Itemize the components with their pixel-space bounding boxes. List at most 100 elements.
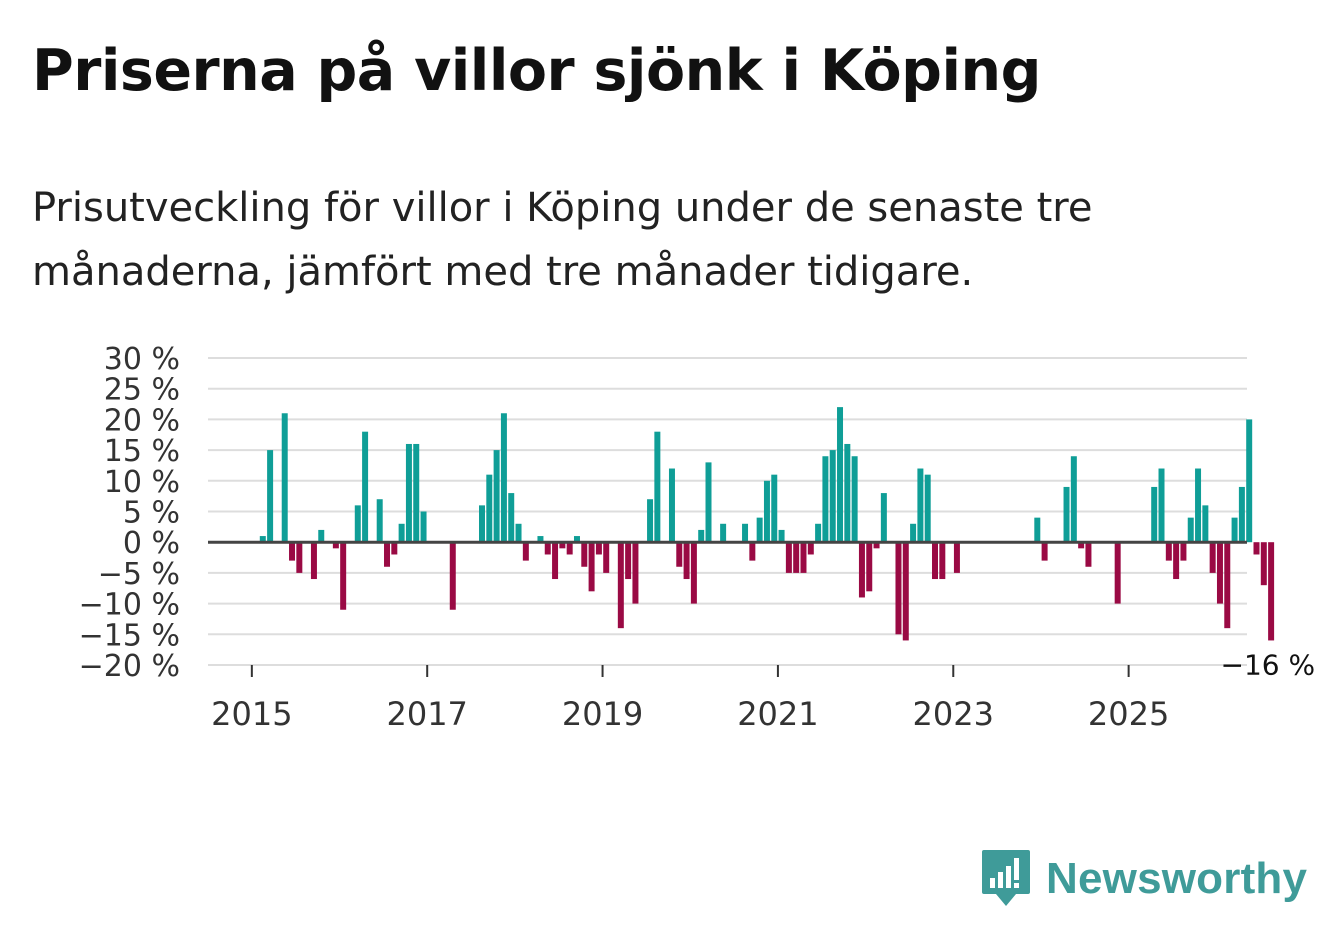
- bar: [683, 542, 690, 580]
- x-tick-label: 2023: [913, 695, 994, 733]
- bar: [617, 542, 624, 629]
- bar: [829, 450, 836, 543]
- x-axis-ticks: 2015 2017 2019 2021 2023 2025: [211, 665, 1169, 733]
- bar: [1224, 542, 1231, 629]
- bar: [405, 443, 412, 543]
- y-tick-label: 25 %: [104, 373, 180, 408]
- bar: [793, 542, 800, 573]
- bar: [800, 542, 807, 573]
- bar: [705, 462, 712, 543]
- bar: [924, 474, 931, 543]
- bar: [851, 456, 858, 543]
- bar: [690, 542, 697, 604]
- y-tick-label: 10 %: [104, 465, 180, 500]
- price-change-bar-chart: 30 %25 %20 %15 %10 %5 %0 %−5 %−10 %−15 %…: [79, 342, 1316, 733]
- bar: [1070, 456, 1077, 543]
- bar: [552, 542, 559, 580]
- y-tick-label: −15 %: [79, 618, 180, 653]
- bar: [1158, 468, 1165, 543]
- bar: [763, 480, 770, 543]
- bar: [259, 536, 266, 543]
- bar: [1268, 542, 1275, 641]
- bar: [1246, 419, 1253, 543]
- bar: [873, 542, 880, 549]
- bar: [420, 511, 427, 543]
- bar: [902, 542, 909, 641]
- x-tick-label: 2017: [386, 695, 467, 733]
- bars: [259, 407, 1275, 641]
- bar: [515, 523, 522, 543]
- bar: [384, 542, 391, 567]
- bar: [815, 523, 822, 543]
- bar: [1231, 517, 1238, 543]
- bar: [880, 493, 887, 543]
- bar: [310, 542, 317, 580]
- bar: [953, 542, 960, 573]
- bar: [1195, 468, 1202, 543]
- bar: [844, 443, 851, 543]
- newsworthy-brand: Newsworthy: [980, 848, 1307, 910]
- bar: [647, 499, 654, 543]
- y-tick-label: 5 %: [123, 496, 180, 531]
- last-value-annotation: −16 %: [1221, 648, 1316, 681]
- x-tick-label: 2021: [737, 695, 818, 733]
- bar: [668, 468, 675, 543]
- bar: [603, 542, 610, 573]
- bar: [588, 542, 595, 592]
- bar: [1238, 486, 1245, 543]
- bar: [391, 542, 398, 555]
- bar: [742, 523, 749, 543]
- bar: [1078, 542, 1085, 549]
- bar: [500, 413, 507, 543]
- y-tick-label: 20 %: [104, 403, 180, 438]
- bar: [1173, 542, 1180, 580]
- newsworthy-logo-icon: [982, 850, 1030, 906]
- bar: [917, 468, 924, 543]
- bar: [376, 499, 383, 543]
- bar: [1085, 542, 1092, 567]
- bar: [296, 542, 303, 573]
- bar: [625, 542, 632, 580]
- bar: [267, 450, 274, 543]
- bar: [595, 542, 602, 555]
- bar: [654, 431, 661, 543]
- bar: [785, 542, 792, 573]
- bar: [522, 542, 529, 561]
- bar: [807, 542, 814, 555]
- y-tick-label: 0 %: [123, 526, 180, 561]
- bar: [698, 529, 705, 543]
- y-tick-label: −20 %: [79, 649, 180, 684]
- chart-subtitle: Prisutveckling för villor i Köping under…: [32, 185, 1093, 295]
- bar: [537, 536, 544, 543]
- bar: [1202, 505, 1209, 543]
- bar: [362, 431, 369, 543]
- bar: [1260, 542, 1267, 586]
- bar: [449, 542, 456, 610]
- bar: [1114, 542, 1121, 604]
- bar: [939, 542, 946, 580]
- bar: [837, 407, 844, 543]
- bar: [1253, 542, 1260, 555]
- bar: [281, 413, 288, 543]
- bar: [895, 542, 902, 635]
- bar: [493, 450, 500, 543]
- bar: [1034, 517, 1041, 543]
- bar: [1063, 486, 1070, 543]
- bar: [479, 505, 485, 543]
- bar: [1041, 542, 1048, 561]
- bar: [866, 542, 873, 592]
- bar: [1187, 517, 1194, 543]
- chart-title: Priserna på villor sjönk i Köping: [32, 38, 1041, 104]
- y-axis-ticks: 30 %25 %20 %15 %10 %5 %0 %−5 %−10 %−15 %…: [79, 342, 180, 684]
- bar: [332, 542, 339, 549]
- x-tick-label: 2015: [211, 695, 292, 733]
- bar: [354, 505, 361, 543]
- bar: [566, 542, 573, 555]
- bar: [318, 529, 325, 543]
- x-tick-label: 2025: [1088, 695, 1169, 733]
- bar: [676, 542, 683, 567]
- bar: [1165, 542, 1172, 561]
- y-tick-label: 15 %: [104, 434, 180, 469]
- bar: [398, 523, 405, 543]
- bar: [581, 542, 588, 567]
